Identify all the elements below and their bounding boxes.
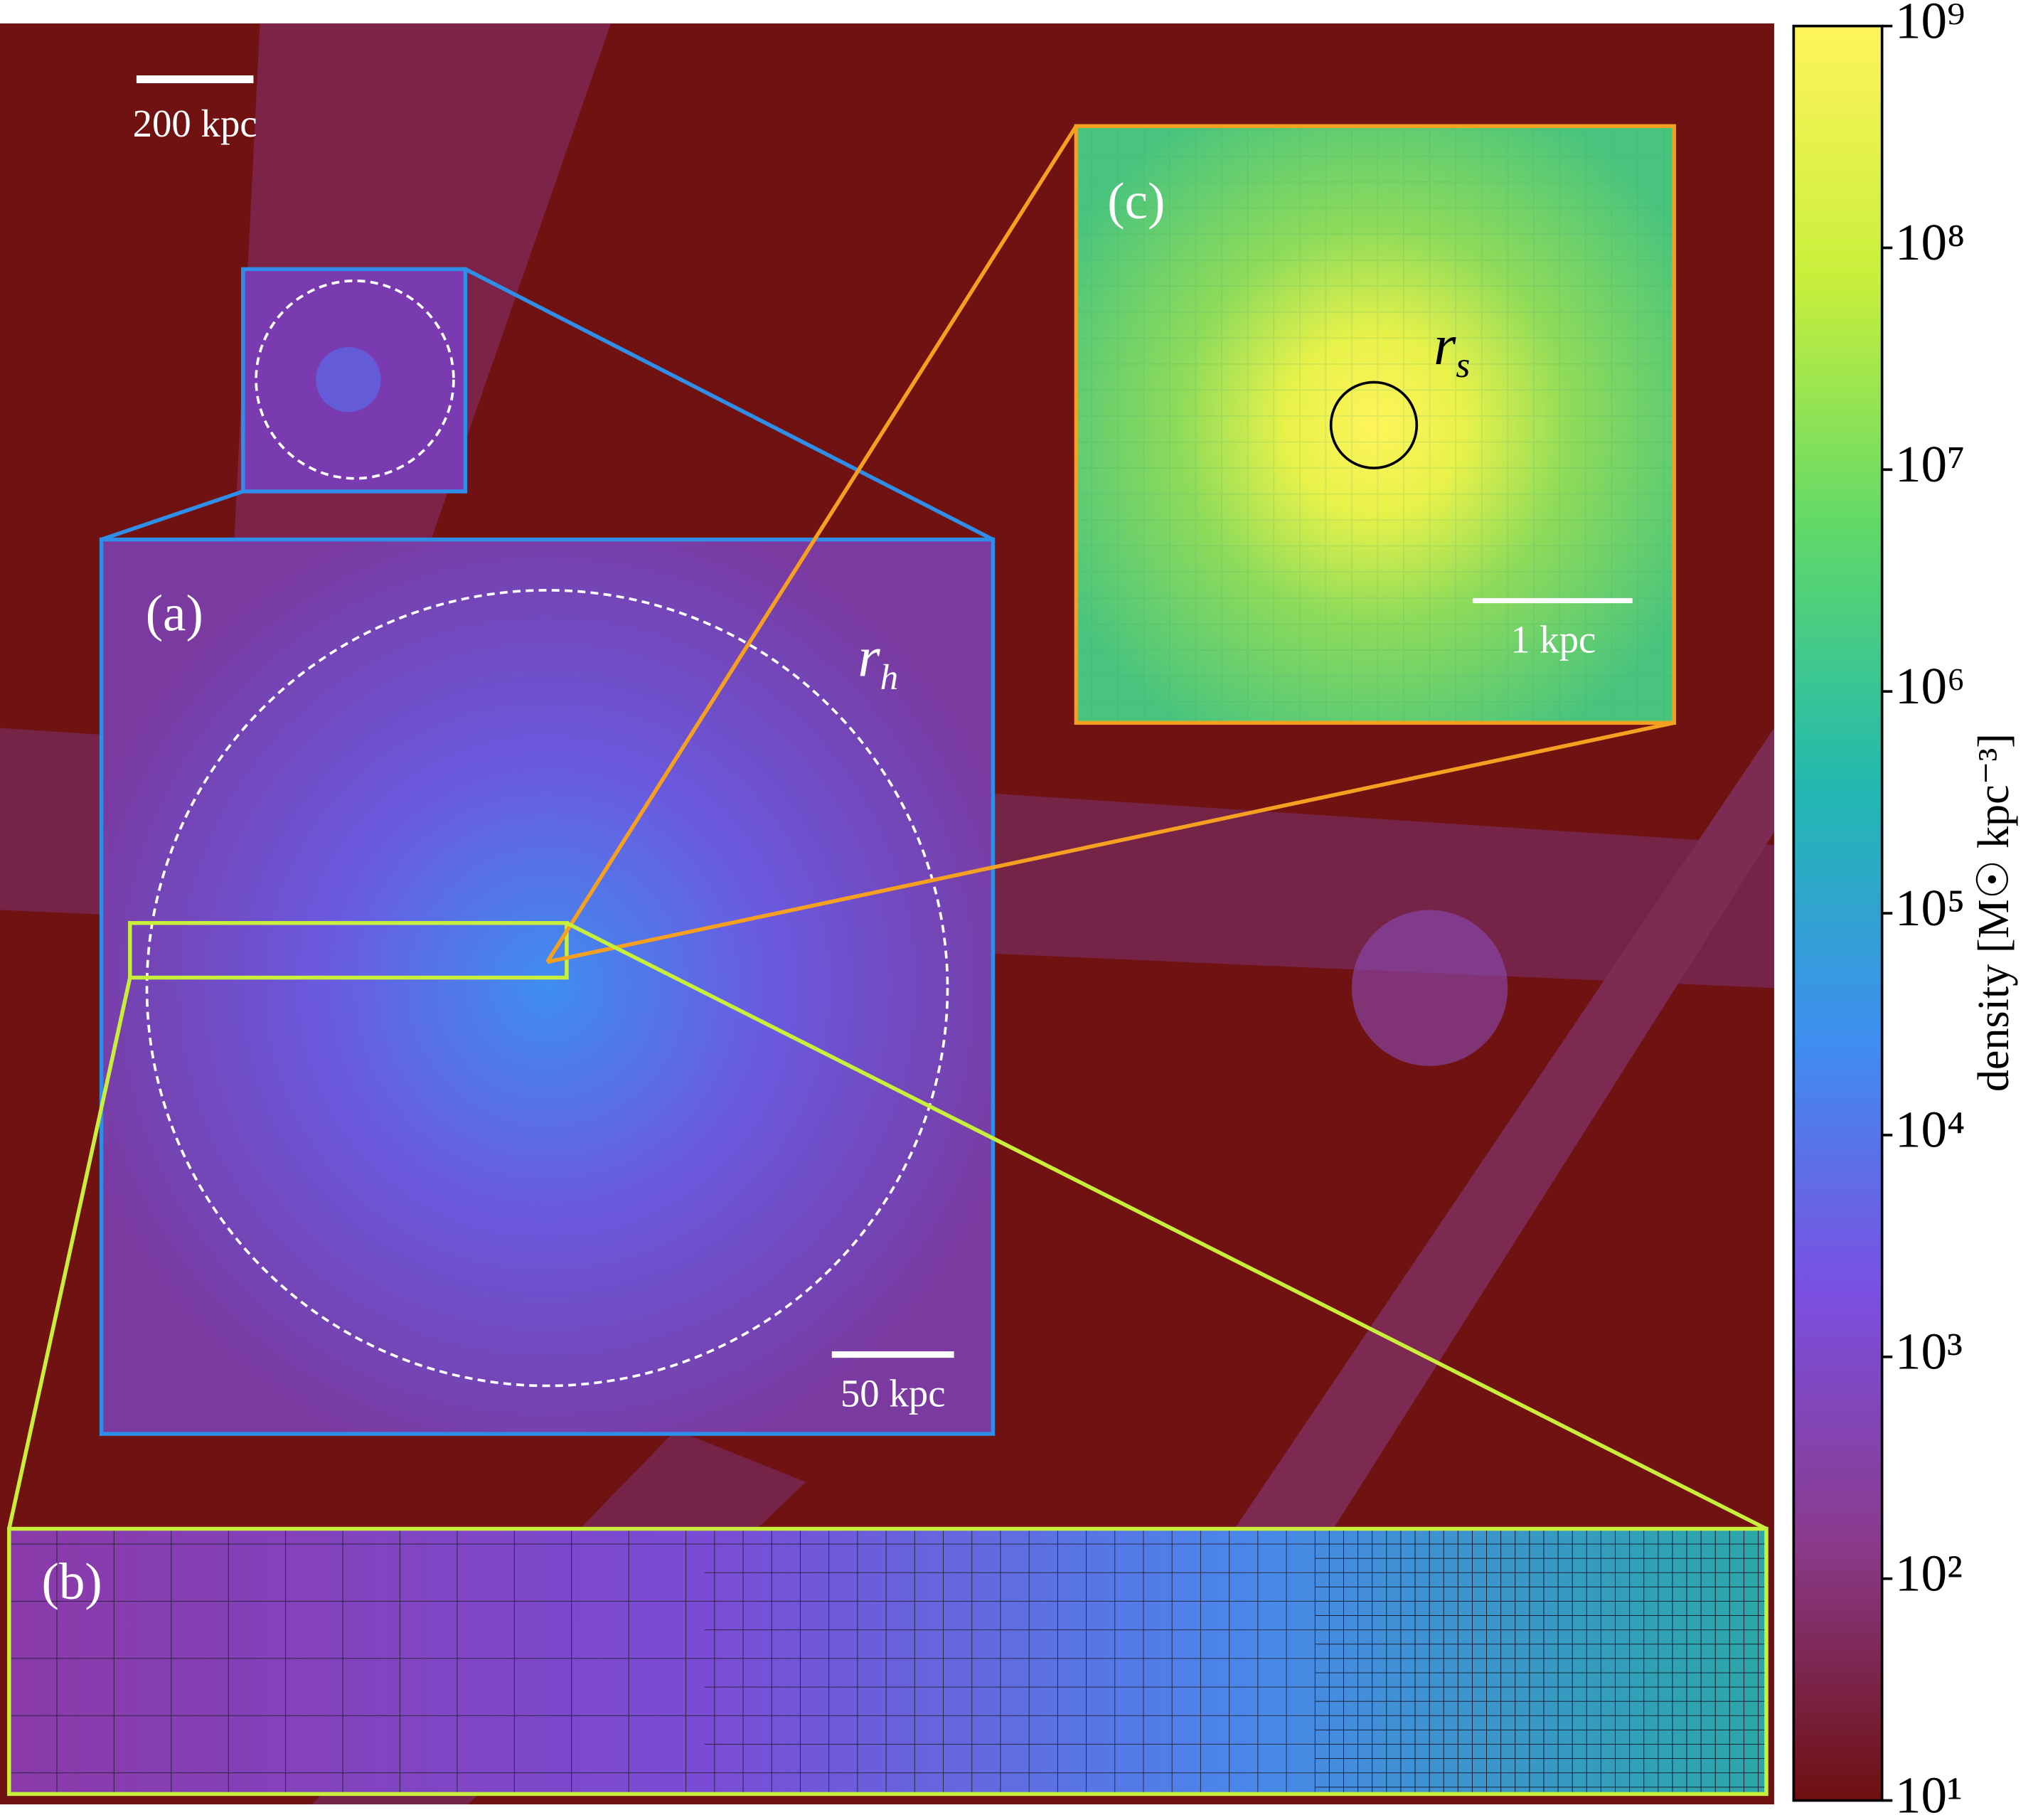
radius-label: rs — [1434, 314, 1470, 385]
colorbar-label: density [M☉ kpc⁻³] — [1970, 733, 2018, 1092]
radius-symbol: r — [858, 625, 880, 688]
connector — [464, 267, 994, 542]
panel-label: (c) — [1107, 172, 1165, 230]
radius-sub: s — [1456, 345, 1470, 385]
grid-level-2 — [704, 1528, 1316, 1794]
tick-label: 10⁵ — [1895, 879, 1965, 937]
connector — [7, 976, 132, 1530]
scale-label: 50 kpc — [841, 1372, 946, 1415]
tick-label: 10⁹ — [1895, 0, 1965, 49]
rh-circle-small — [255, 280, 455, 480]
panel-b-frame — [7, 1526, 1768, 1797]
radius-symbol: r — [1434, 314, 1456, 377]
core — [316, 347, 381, 413]
connector — [546, 720, 1675, 964]
rh-circle — [145, 589, 949, 1388]
radius-sub: h — [880, 657, 899, 698]
panel-a — [99, 537, 996, 1436]
scale-label: 1 kpc — [1510, 618, 1596, 661]
radius-label: rh — [858, 625, 898, 697]
grid-level-3 — [1315, 1528, 1766, 1794]
panel-c-frame — [1074, 124, 1676, 725]
tick-label: 10⁷ — [1895, 435, 1965, 493]
tick-label: 10⁸ — [1895, 213, 1965, 271]
panel-label: (b) — [41, 1553, 102, 1610]
connector — [100, 489, 244, 542]
tick-label: 10¹ — [1895, 1766, 1963, 1820]
zoom-box-b — [128, 921, 569, 980]
colorbar — [1792, 24, 1884, 1802]
tick-label: 10³ — [1895, 1323, 1963, 1380]
panel-label: (a) — [146, 585, 203, 642]
tick-label: 10⁶ — [1895, 657, 1965, 715]
grid-level-1 — [9, 1528, 705, 1794]
tick-label: 10⁴ — [1895, 1101, 1965, 1159]
scale-label: 200 kpc — [133, 102, 257, 145]
halo — [1351, 910, 1508, 1066]
tick-label: 10² — [1895, 1544, 1963, 1602]
rs-circle — [1329, 381, 1419, 469]
connector — [545, 124, 1078, 964]
connector — [565, 921, 1768, 1531]
